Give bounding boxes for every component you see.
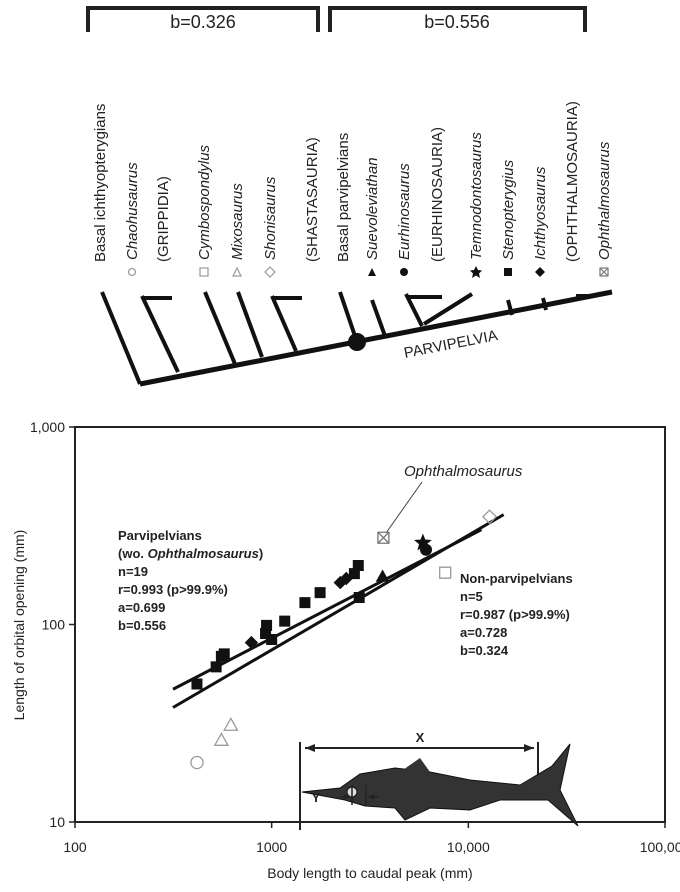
taxon-label: Cymbospondylus xyxy=(196,144,213,260)
annotation: n=19 xyxy=(118,564,148,579)
taxon-label: (EURHINOSAURIA) xyxy=(429,127,446,262)
bracket-label: b=0.556 xyxy=(424,12,490,32)
annotation: Non-parvipelvians xyxy=(460,571,573,586)
taxon-label: Shonisaurus xyxy=(262,176,279,260)
measure-label: X xyxy=(416,730,425,745)
taxon-label: Chaohusaurus xyxy=(124,162,141,260)
annotation: r=0.993 (p>99.9%) xyxy=(118,582,228,597)
x-tick-label: 100 xyxy=(63,839,87,855)
taxon-label: Ophthalmosaurus xyxy=(596,141,613,260)
data-point xyxy=(377,571,389,582)
annotation: b=0.324 xyxy=(460,643,509,658)
taxon-label: Basal parvipelvians xyxy=(335,133,352,262)
data-point xyxy=(315,588,325,598)
bracket-label: b=0.326 xyxy=(170,12,236,32)
data-point xyxy=(211,662,221,672)
taxon-label: Eurhinosaurus xyxy=(396,163,413,260)
data-point xyxy=(353,560,363,570)
data-point xyxy=(224,718,237,730)
y-axis-label: Length of orbital opening (mm) xyxy=(11,530,27,721)
taxon-label: Ichthyosaurus xyxy=(532,166,549,260)
callout: Ophthalmosaurus xyxy=(404,463,523,480)
annotation-part: Ophthalmosaurus xyxy=(148,546,259,561)
y-tick-label: 1,000 xyxy=(30,419,65,435)
data-point xyxy=(219,649,229,659)
data-point xyxy=(378,532,389,543)
taxa: Basal ichthyopterygians Chaohusaurus (GRIP… xyxy=(92,101,613,262)
data-point xyxy=(354,592,364,602)
taxon-label: (OPHTHALMOSAURIA) xyxy=(564,101,581,262)
annotation-part: (wo. xyxy=(118,546,148,561)
data-point xyxy=(191,756,203,768)
annotation-part: ) xyxy=(259,546,263,561)
annotation: r=0.987 (p>99.9%) xyxy=(460,607,570,622)
data-point xyxy=(262,620,272,630)
data-point xyxy=(215,733,228,745)
data-point xyxy=(440,567,451,578)
taxon-label: Temnodontosaurus xyxy=(468,132,485,260)
node-dot xyxy=(348,333,366,351)
data-point xyxy=(267,634,277,644)
annotation: b=0.556 xyxy=(118,618,166,633)
data-point xyxy=(300,598,310,608)
fit-line xyxy=(173,515,504,708)
annotation: a=0.699 xyxy=(118,600,165,615)
x-tick-label: 10,000 xyxy=(447,839,490,855)
annotation: (wo. Ophthalmosaurus) xyxy=(118,546,263,561)
measure-label: Y xyxy=(312,790,321,805)
x-axis-label: Body length to caudal peak (mm) xyxy=(267,865,472,881)
x-tick-label: 100,000 xyxy=(640,839,680,855)
taxon-label: Basal ichthyopterygians xyxy=(92,104,109,262)
taxon-label: Mixosaurus xyxy=(229,183,246,260)
data-point xyxy=(421,544,432,555)
y-tick-label: 100 xyxy=(42,617,66,633)
data-point xyxy=(192,679,202,689)
taxon-label: (GRIPPIDIA) xyxy=(155,176,172,262)
taxon-symbols xyxy=(129,266,609,278)
annotation: Parvipelvians xyxy=(118,528,202,543)
annotation: n=5 xyxy=(460,589,483,604)
taxon-label: Suevoleviathan xyxy=(364,157,381,260)
y-tick-label: 10 xyxy=(49,814,65,830)
figure: b=0.326 b=0.556 PARVIPELVIA Basal ichthy… xyxy=(0,0,680,892)
annotation: a=0.728 xyxy=(460,625,507,640)
leader-line xyxy=(386,482,422,533)
data-point xyxy=(280,616,290,626)
taxon-label: Stenopterygius xyxy=(500,159,517,260)
taxon-label: (SHASTASAURIA) xyxy=(304,137,321,262)
fish-illustration xyxy=(300,742,578,830)
x-tick-label: 1000 xyxy=(256,839,287,855)
